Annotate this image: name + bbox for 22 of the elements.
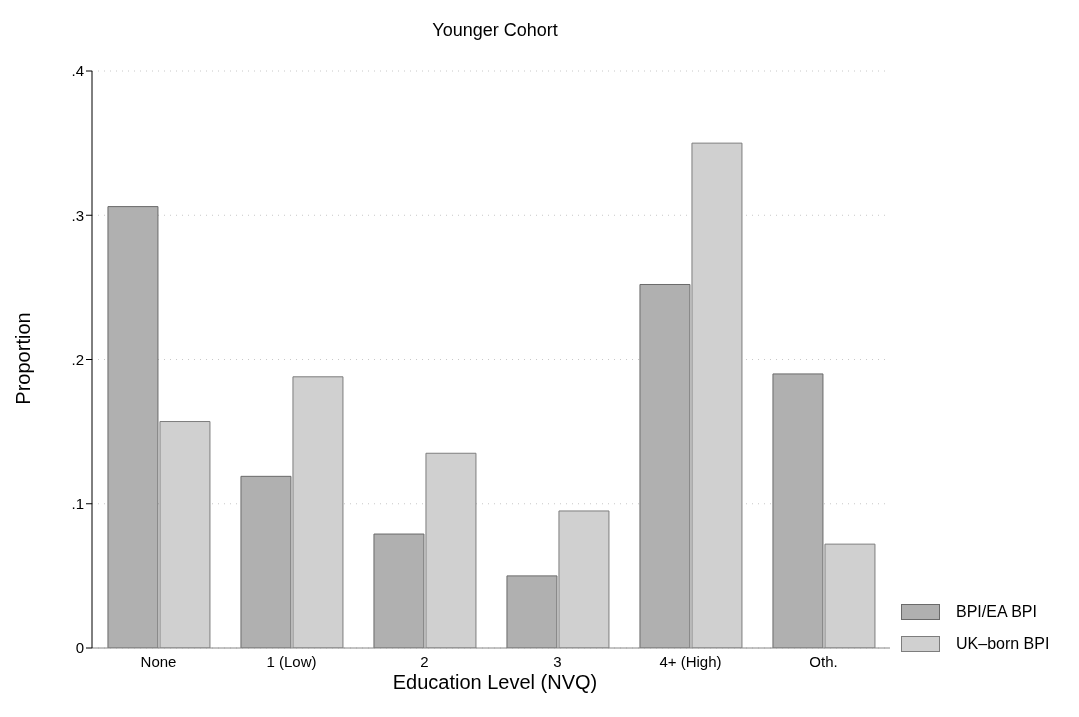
x-tick-label: Oth. [809,652,838,670]
x-axis-title: Education Level (NVQ) [391,671,599,694]
legend-label: UK–born BPI [956,635,1050,653]
legend-label: BPI/EA BPI [956,603,1037,621]
y-tick-label: 0 [75,639,84,657]
y-tick-label: .4 [71,62,84,80]
x-tick-label: 4+ (High) [659,652,722,670]
bar [107,206,159,648]
x-tick-label: 2 [420,652,429,670]
y-tick-label: .2 [71,350,84,368]
bar [240,475,292,648]
bar [506,575,558,648]
bar [639,283,691,648]
y-axis-title: Proportion [11,311,35,405]
x-tick-label: 1 (Low) [266,652,317,670]
bar [373,533,425,648]
y-tick-label: .3 [71,206,84,224]
bar [772,373,824,648]
y-tick-label: .1 [71,495,84,513]
chart-title: Younger Cohort [431,20,559,41]
x-tick-label: 3 [553,652,562,670]
x-tick-label: None [140,652,177,670]
